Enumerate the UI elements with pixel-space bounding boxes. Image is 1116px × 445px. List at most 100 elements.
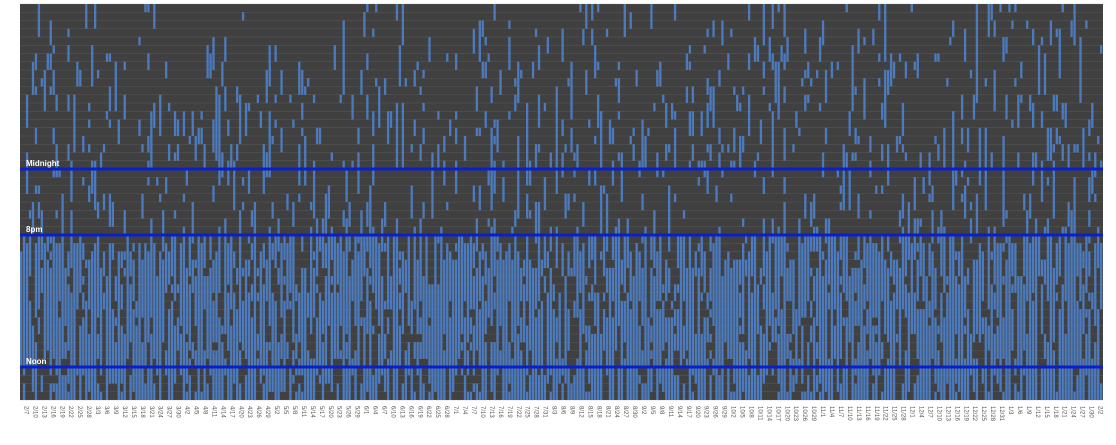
x-tick-label: 4/5 (193, 406, 199, 415)
heatmap-cell (851, 152, 854, 161)
heatmap-cell (916, 53, 919, 79)
heatmap-cell (315, 284, 319, 293)
x-tick-label: 2/19 (58, 406, 64, 418)
heatmap-cell (700, 111, 703, 136)
heatmap-cell (555, 86, 558, 194)
heatmap-cell (818, 103, 822, 112)
heatmap-cell (733, 160, 736, 169)
heatmap-cell (594, 136, 597, 145)
heatmap-cell (534, 268, 538, 310)
x-tick-label: 9/5 (649, 406, 655, 415)
heatmap-cell (691, 391, 695, 400)
heatmap-cell (466, 350, 470, 376)
heatmap-cell (706, 317, 709, 343)
heatmap-cell (721, 144, 724, 153)
x-tick-label: 12/13 (944, 406, 950, 422)
heatmap-cell (549, 226, 552, 252)
heatmap-cell (602, 292, 606, 301)
reference-label-noon: Noon (26, 357, 47, 366)
heatmap-cell (854, 86, 857, 95)
heatmap-cell (564, 144, 567, 153)
heatmap-cell (366, 367, 369, 392)
heatmap-cell (446, 243, 449, 367)
heatmap-cell (777, 391, 780, 400)
heatmap-cell (1097, 136, 1100, 145)
heatmap-cell (916, 375, 919, 400)
heatmap-cell (307, 78, 310, 87)
heatmap-cell (493, 119, 496, 128)
heatmap-cell (762, 284, 766, 310)
heatmap-cell (478, 20, 481, 62)
heatmap-cell (144, 4, 147, 13)
heatmap-cell (801, 243, 804, 318)
heatmap-cell (857, 193, 860, 219)
heatmap-cell (301, 268, 304, 376)
x-tick-label: 4/17 (228, 406, 234, 418)
heatmap-cell (602, 235, 606, 277)
heatmap-cell (82, 317, 85, 376)
heatmap-cell (1014, 4, 1017, 13)
heatmap-cell (866, 243, 869, 301)
heatmap-cell (878, 78, 881, 87)
heatmap-cell (1058, 309, 1061, 400)
heatmap-cell (221, 342, 224, 400)
heatmap-cell (821, 152, 825, 178)
heatmap-cell (398, 251, 402, 260)
heatmap-cell (599, 111, 603, 169)
heatmap-cell (644, 226, 647, 367)
heatmap-cell (875, 185, 878, 194)
x-tick-label: 1/15 (1043, 406, 1049, 418)
heatmap-cell (901, 193, 905, 219)
heatmap-cell (96, 70, 100, 79)
heatmap-cell (585, 70, 588, 95)
heatmap-cell (662, 169, 665, 178)
heatmap-cell (650, 367, 653, 392)
heatmap-cell (730, 160, 733, 169)
heatmap-cell (857, 136, 860, 145)
heatmap-cell (517, 61, 520, 103)
heatmap-cell (1076, 375, 1079, 400)
heatmap-cell (579, 251, 582, 293)
heatmap-cell (943, 127, 946, 169)
heatmap-cell (662, 367, 665, 392)
heatmap-cell (987, 325, 990, 351)
heatmap-cell (904, 152, 908, 161)
heatmap-cell (241, 268, 245, 277)
heatmap-cell (484, 342, 487, 400)
x-tick-label: 9/20 (694, 406, 700, 418)
x-tick-label: 5/11 (300, 406, 306, 418)
heatmap-cell (676, 375, 680, 400)
heatmap-cell (268, 367, 271, 392)
heatmap-cell (230, 325, 233, 400)
heatmap-cell (665, 317, 668, 343)
heatmap-cell (993, 226, 996, 285)
heatmap-cell (673, 375, 677, 400)
heatmap-cell (804, 70, 807, 79)
heatmap-cell (203, 144, 206, 169)
heatmap-cell (807, 94, 810, 103)
x-tick-label: 1/18 (1052, 406, 1058, 418)
x-tick-label: 9/26 (712, 406, 718, 418)
heatmap-cell (1043, 226, 1047, 235)
heatmap-cell (839, 235, 842, 260)
heatmap-cell (854, 152, 857, 161)
heatmap-cell (105, 53, 109, 62)
heatmap-cell (739, 342, 742, 400)
heatmap-cell (369, 276, 372, 285)
heatmap-cell (188, 358, 191, 367)
x-tick-label: 2/7 (22, 406, 28, 415)
x-tick-label: 9/23 (703, 406, 709, 418)
heatmap-cell (256, 358, 260, 367)
heatmap-cell (176, 284, 180, 293)
heatmap-cell (573, 193, 576, 202)
heatmap-cell (357, 235, 360, 244)
heatmap-cell (404, 78, 407, 87)
heatmap-cell (508, 391, 511, 400)
heatmap-cell (123, 61, 126, 70)
heatmap-cell (247, 103, 251, 112)
heatmap-cell (194, 391, 197, 400)
heatmap-cell (212, 301, 215, 343)
heatmap-cell (857, 342, 860, 400)
heatmap-cell (688, 111, 692, 136)
heatmap-cell (372, 111, 375, 136)
